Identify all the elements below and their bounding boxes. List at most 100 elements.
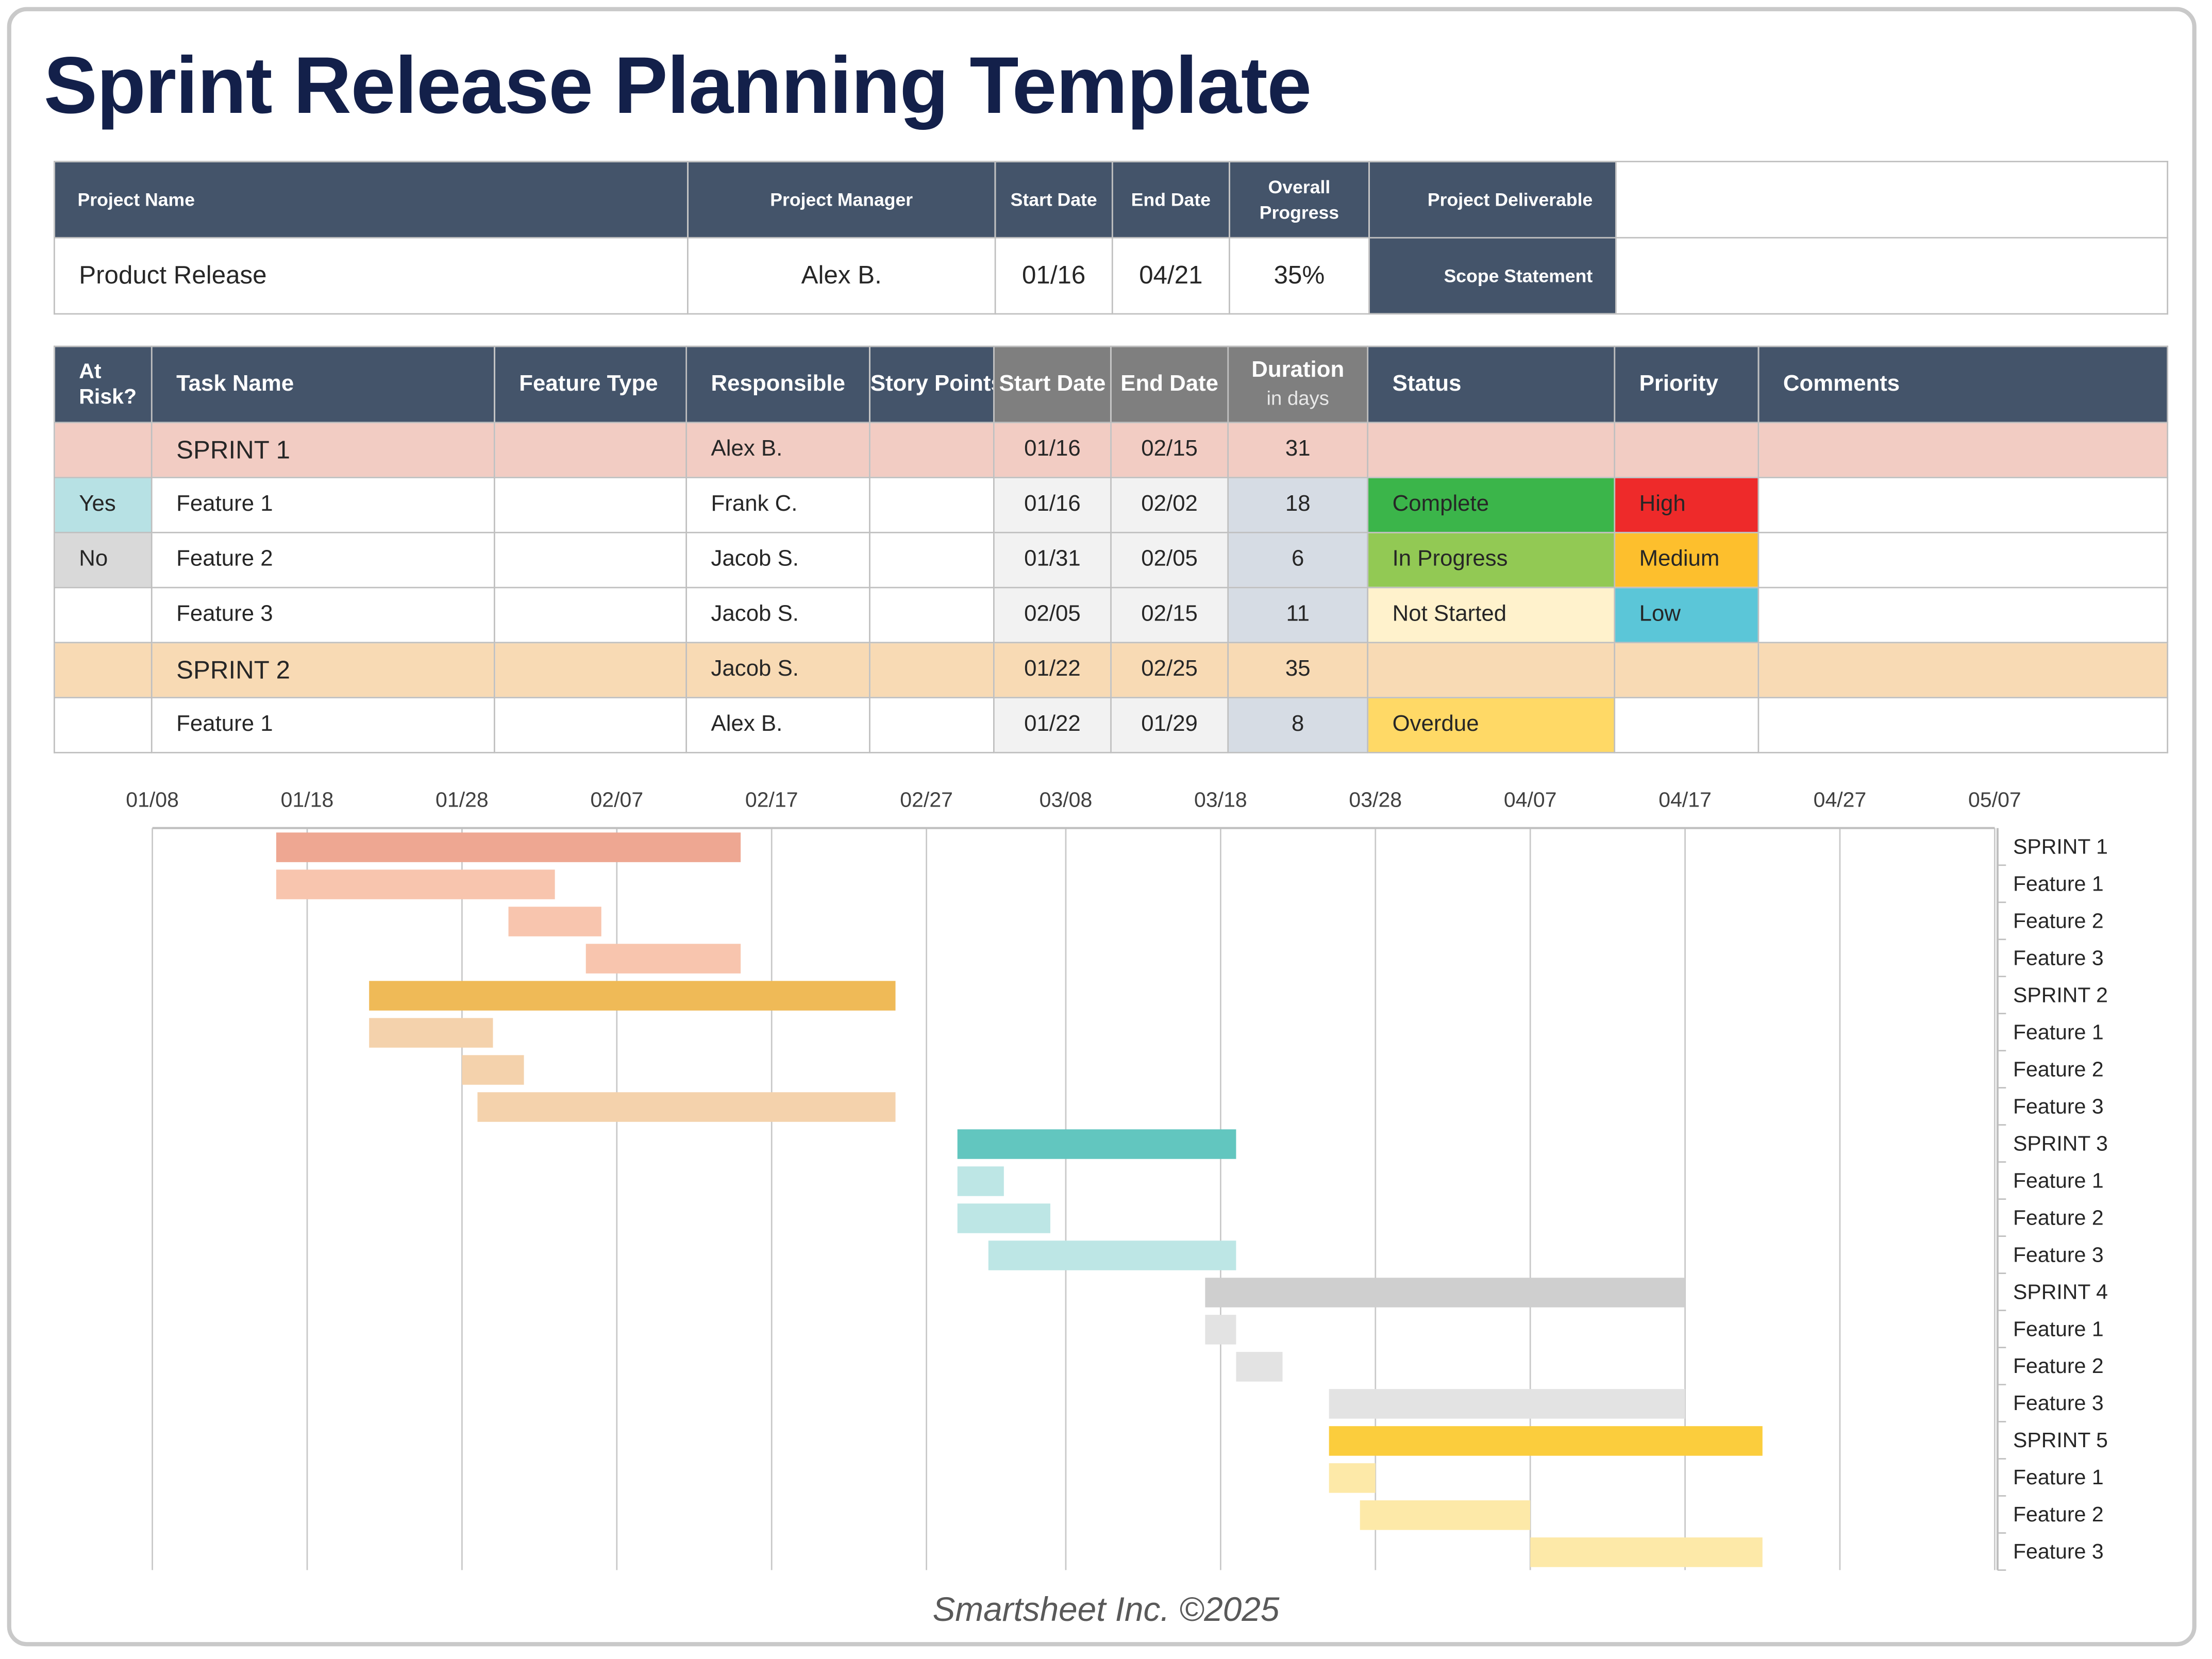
category-label: Feature 1 bbox=[2013, 1317, 2104, 1340]
start-date-cell[interactable]: 01/22 bbox=[993, 697, 1112, 753]
overall-progress-header-line2: Progress bbox=[1259, 201, 1339, 223]
priority-cell[interactable]: High bbox=[1614, 477, 1759, 533]
end-date-cell[interactable]: 01/29 bbox=[1110, 697, 1229, 753]
priority-cell[interactable] bbox=[1614, 642, 1759, 698]
comments-cell[interactable] bbox=[1757, 477, 2169, 533]
feature-type-cell[interactable] bbox=[494, 642, 688, 698]
responsible-cell[interactable]: Alex B. bbox=[685, 697, 870, 753]
comments-cell[interactable] bbox=[1757, 642, 2169, 698]
status-cell[interactable]: Not Started bbox=[1367, 586, 1616, 644]
x-tick-label: 02/17 bbox=[745, 788, 798, 812]
priority-cell[interactable]: Low bbox=[1614, 586, 1759, 644]
at-risk-cell[interactable]: Yes bbox=[54, 477, 153, 533]
scope-statement-value[interactable] bbox=[1615, 237, 2169, 315]
feature-type-cell[interactable] bbox=[494, 586, 688, 644]
comments-cell[interactable] bbox=[1757, 586, 2169, 644]
project-manager-header: Project Manager bbox=[687, 161, 996, 239]
status-cell[interactable]: Overdue bbox=[1367, 697, 1616, 753]
task-row-feature-1: Yes Feature 1 Frank C. 01/16 02/02 18 Co… bbox=[54, 477, 2169, 533]
gantt-bar bbox=[957, 1203, 1050, 1233]
at-risk-cell[interactable]: No bbox=[54, 531, 153, 589]
status-cell[interactable]: Complete bbox=[1367, 477, 1616, 533]
feature-type-cell[interactable] bbox=[494, 697, 688, 753]
project-start-header: Start Date bbox=[994, 161, 1113, 239]
responsible-cell[interactable]: Alex B. bbox=[685, 422, 870, 478]
category-label: SPRINT 4 bbox=[2013, 1280, 2108, 1303]
project-deliverable-header: Project Deliverable bbox=[1368, 161, 1617, 239]
responsible-cell[interactable]: Jacob S. bbox=[685, 531, 870, 589]
duration-header-label: Duration bbox=[1251, 359, 1345, 383]
project-summary-table: Project Name Project Manager Start Date … bbox=[54, 161, 2169, 315]
at-risk-cell[interactable] bbox=[54, 586, 153, 644]
end-date-cell[interactable]: 02/25 bbox=[1110, 642, 1229, 698]
task-row-feature-3: Feature 3 Jacob S. 02/05 02/15 11 Not St… bbox=[54, 586, 2169, 644]
duration-cell: 31 bbox=[1227, 422, 1369, 478]
at-risk-cell[interactable] bbox=[54, 642, 153, 698]
end-date-cell[interactable]: 02/05 bbox=[1110, 531, 1229, 589]
project-end-value[interactable]: 04/21 bbox=[1111, 237, 1230, 315]
story-points-cell[interactable] bbox=[869, 531, 995, 589]
task-name-cell[interactable]: Feature 1 bbox=[150, 477, 495, 533]
task-name-cell[interactable]: Feature 2 bbox=[150, 531, 495, 589]
comments-cell[interactable] bbox=[1757, 697, 2169, 753]
priority-cell[interactable]: Medium bbox=[1614, 531, 1759, 589]
task-name-cell[interactable]: SPRINT 1 bbox=[150, 422, 495, 478]
story-points-cell[interactable] bbox=[869, 642, 995, 698]
category-label: Feature 2 bbox=[2013, 1205, 2104, 1229]
story-points-cell[interactable] bbox=[869, 477, 995, 533]
task-name-cell[interactable]: SPRINT 2 bbox=[150, 642, 495, 698]
priority-cell[interactable] bbox=[1614, 697, 1759, 753]
end-date-cell[interactable]: 02/15 bbox=[1110, 586, 1229, 644]
start-date-cell[interactable]: 01/16 bbox=[993, 477, 1112, 533]
category-label: Feature 2 bbox=[2013, 1057, 2104, 1081]
end-date-cell[interactable]: 02/02 bbox=[1110, 477, 1229, 533]
priority-cell[interactable] bbox=[1614, 422, 1759, 478]
feature-type-cell[interactable] bbox=[494, 531, 688, 589]
project-manager-value[interactable]: Alex B. bbox=[687, 237, 996, 315]
category-label: SPRINT 2 bbox=[2013, 983, 2108, 1007]
comments-cell[interactable] bbox=[1757, 531, 2169, 589]
scope-statement-header: Scope Statement bbox=[1368, 237, 1617, 315]
project-start-value[interactable]: 01/16 bbox=[994, 237, 1113, 315]
at-risk-header-line2: Risk? bbox=[79, 384, 137, 409]
gantt-bar bbox=[1360, 1500, 1531, 1530]
start-date-cell[interactable]: 01/16 bbox=[993, 422, 1112, 478]
task-name-cell[interactable]: Feature 1 bbox=[150, 697, 495, 753]
end-date-cell[interactable]: 02/15 bbox=[1110, 422, 1229, 478]
story-points-cell[interactable] bbox=[869, 697, 995, 753]
status-cell[interactable] bbox=[1367, 422, 1616, 478]
gantt-bar bbox=[1205, 1315, 1236, 1345]
at-risk-header-line1: At bbox=[79, 359, 102, 383]
category-label: Feature 1 bbox=[2013, 1168, 2104, 1192]
comments-cell[interactable] bbox=[1757, 422, 2169, 478]
start-date-header: Start Date bbox=[993, 345, 1112, 424]
project-name-value[interactable]: Product Release bbox=[54, 237, 689, 315]
task-table: At Risk? Task Name Feature Type Responsib… bbox=[54, 345, 2169, 753]
x-tick-label: 01/18 bbox=[281, 788, 334, 812]
project-deliverable-value[interactable] bbox=[1615, 161, 2169, 239]
start-date-cell[interactable]: 01/31 bbox=[993, 531, 1112, 589]
x-tick-label: 02/27 bbox=[900, 788, 953, 812]
at-risk-cell[interactable] bbox=[54, 697, 153, 753]
responsible-cell[interactable]: Jacob S. bbox=[685, 586, 870, 644]
duration-cell: 35 bbox=[1227, 642, 1369, 698]
overall-progress-value[interactable]: 35% bbox=[1229, 237, 1370, 315]
category-label: SPRINT 5 bbox=[2013, 1428, 2108, 1452]
start-date-cell[interactable]: 02/05 bbox=[993, 586, 1112, 644]
gantt-bar bbox=[988, 1241, 1236, 1270]
story-points-cell[interactable] bbox=[869, 586, 995, 644]
status-cell[interactable] bbox=[1367, 642, 1616, 698]
gantt-bar bbox=[1530, 1537, 1763, 1567]
gantt-bar bbox=[957, 1166, 1004, 1196]
start-date-cell[interactable]: 01/22 bbox=[993, 642, 1112, 698]
feature-type-cell[interactable] bbox=[494, 477, 688, 533]
duration-cell: 6 bbox=[1227, 531, 1369, 589]
story-points-cell[interactable] bbox=[869, 422, 995, 478]
at-risk-cell[interactable] bbox=[54, 422, 153, 478]
gantt-bar bbox=[957, 1129, 1236, 1159]
responsible-cell[interactable]: Frank C. bbox=[685, 477, 870, 533]
task-name-cell[interactable]: Feature 3 bbox=[150, 586, 495, 644]
responsible-cell[interactable]: Jacob S. bbox=[685, 642, 870, 698]
status-cell[interactable]: In Progress bbox=[1367, 531, 1616, 589]
feature-type-cell[interactable] bbox=[494, 422, 688, 478]
